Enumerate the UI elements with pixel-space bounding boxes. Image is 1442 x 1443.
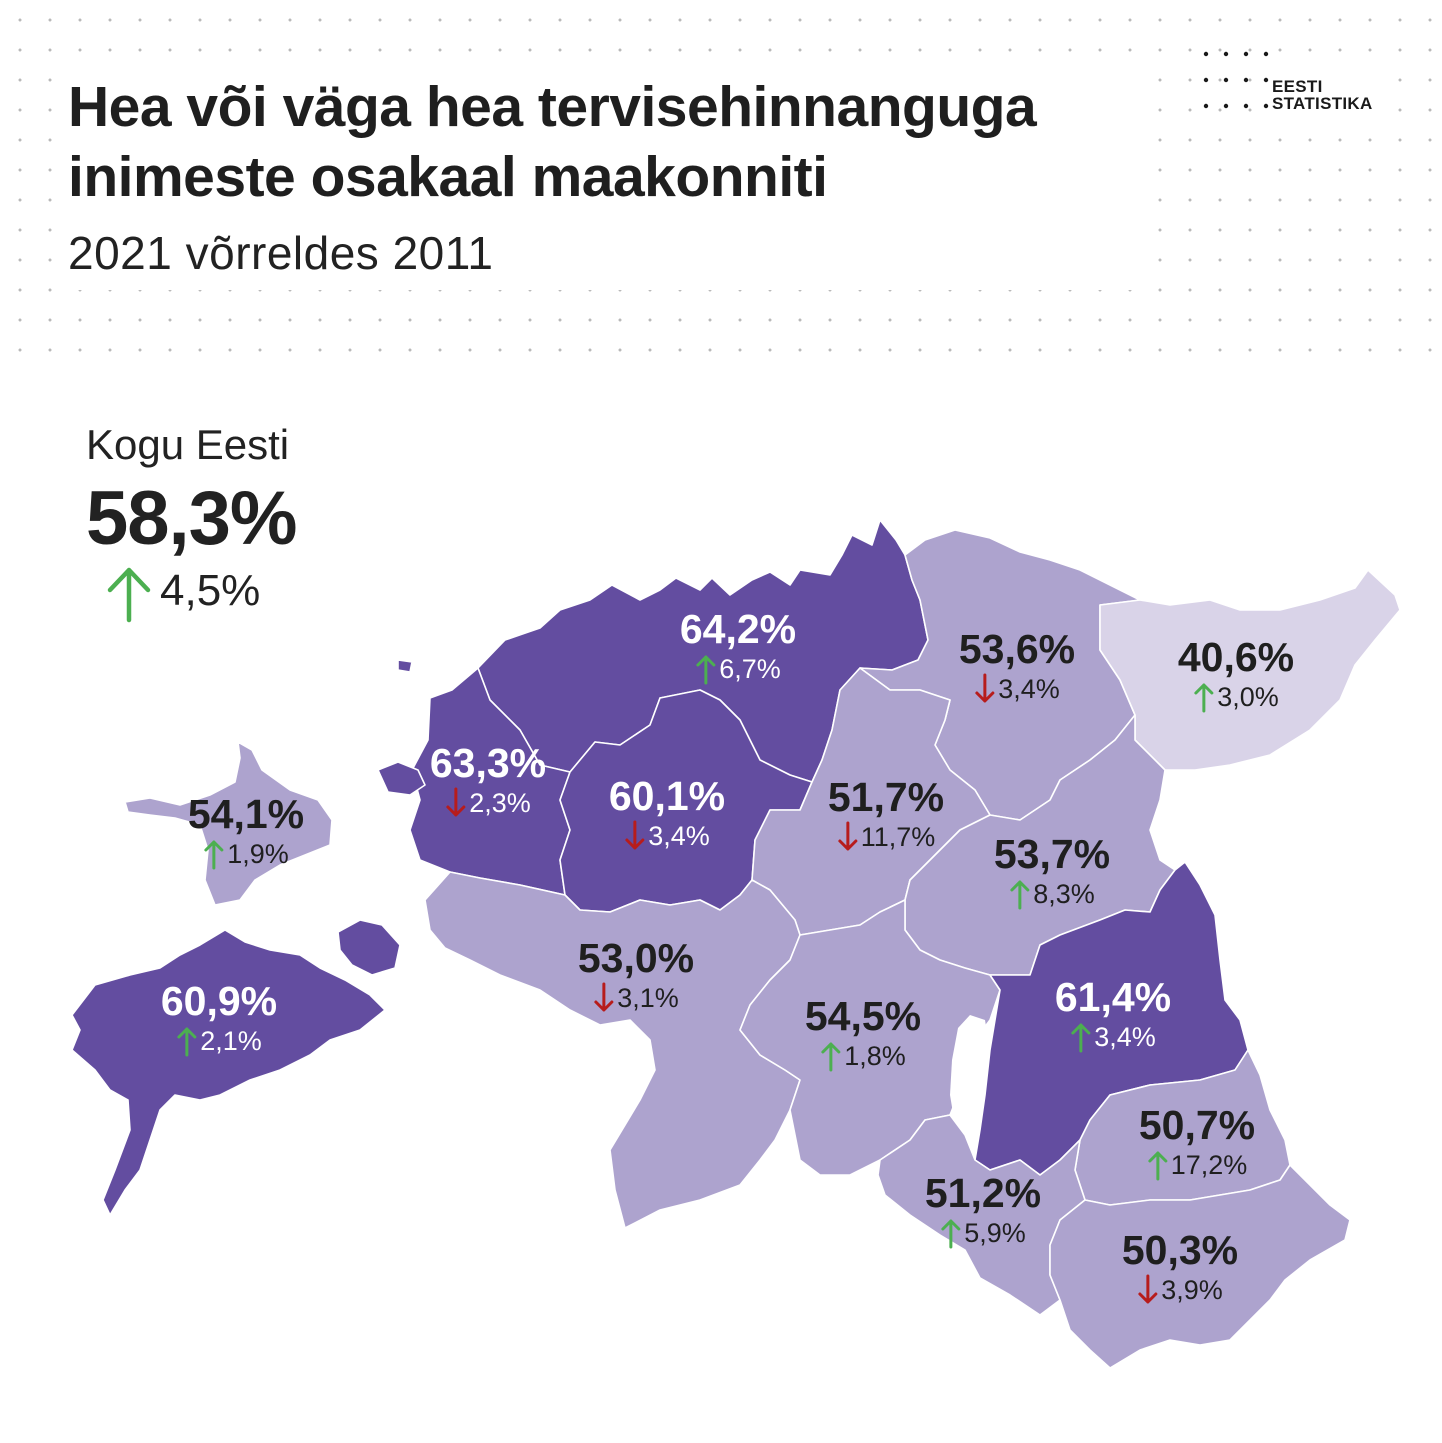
- label-laane-viru: 53,6% 3,4%: [959, 626, 1075, 710]
- value-rapla: 60,1%: [608, 773, 726, 819]
- total-change: 4,5%: [86, 564, 297, 624]
- arrow-down-icon: [838, 821, 858, 851]
- county-parnu[interactable]: [424, 871, 801, 1229]
- label-valga: 51,2% 5,9%: [925, 1170, 1041, 1254]
- arrow-up-icon: [941, 1219, 961, 1249]
- change-saare: 2,1%: [200, 1026, 262, 1056]
- label-polva: 50,7% 17,2%: [1139, 1102, 1255, 1186]
- value-ida-viru: 40,6%: [1177, 634, 1295, 680]
- label-jarva: 51,7% 11,7%: [828, 774, 944, 858]
- change-parnu: 3,1%: [617, 983, 679, 1013]
- label-saare: 60,9% 2,1%: [161, 978, 277, 1062]
- arrow-up-icon: [1071, 1023, 1091, 1053]
- value-tartu: 61,4%: [1054, 974, 1172, 1020]
- county-hiiu[interactable]: [124, 741, 333, 906]
- arrow-up-icon: [107, 567, 151, 623]
- value-polva: 50,7%: [1138, 1102, 1256, 1148]
- label-hiiu: 54,1% 1,9%: [188, 791, 304, 875]
- logo-dots-icon: [1203, 51, 1269, 109]
- county-laane-island-vormsi[interactable]: [377, 761, 426, 796]
- arrow-up-icon: [821, 1042, 841, 1072]
- change-jarva: 11,7%: [860, 822, 936, 852]
- change-rapla: 3,4%: [648, 821, 710, 851]
- brand-logo: EESTI STATISTIKA: [1272, 78, 1373, 112]
- value-hiiu: 54,1%: [187, 791, 305, 837]
- county-saare-island-muhu[interactable]: [337, 919, 401, 976]
- arrow-down-icon: [1138, 1274, 1158, 1304]
- county-saare[interactable]: [71, 929, 386, 1216]
- value-parnu: 53,0%: [577, 935, 695, 981]
- value-laane-viru: 53,6%: [958, 626, 1076, 672]
- change-voru: 3,9%: [1161, 1275, 1223, 1305]
- logo-line-2: STATISTIKA: [1272, 94, 1373, 113]
- value-voru: 50,3%: [1121, 1227, 1239, 1273]
- arrow-up-icon: [177, 1027, 197, 1057]
- change-harju: 6,7%: [719, 654, 781, 684]
- change-hiiu: 1,9%: [227, 839, 289, 869]
- change-polva: 17,2%: [1170, 1150, 1248, 1180]
- value-jogeva: 53,7%: [993, 831, 1111, 877]
- total-value: 58,3%: [86, 476, 297, 561]
- change-valga: 5,9%: [964, 1218, 1026, 1248]
- label-jogeva: 53,7% 8,3%: [994, 831, 1110, 915]
- label-parnu: 53,0% 3,1%: [578, 935, 694, 1019]
- change-laane-viru: 3,4%: [998, 674, 1060, 704]
- label-rapla: 60,1% 3,4%: [609, 773, 725, 857]
- lake-vortsjarv: [950, 1015, 990, 1135]
- logo-line-1: EESTI: [1272, 77, 1323, 96]
- change-laane: 2,3%: [469, 788, 531, 818]
- county-voru[interactable]: [1049, 1164, 1351, 1369]
- arrow-up-icon: [204, 840, 224, 870]
- label-voru: 50,3% 3,9%: [1122, 1227, 1238, 1311]
- arrow-up-icon: [1194, 683, 1214, 713]
- arrow-down-icon: [594, 982, 614, 1012]
- arrow-up-icon: [1148, 1151, 1168, 1181]
- page-title: Hea või väga hea tervisehinnanguga inime…: [68, 75, 1037, 209]
- label-viljandi: 54,5% 1,8%: [805, 993, 921, 1077]
- value-harju: 64,2%: [679, 606, 797, 652]
- label-harju: 64,2% 6,7%: [680, 606, 796, 690]
- value-jarva: 51,7%: [827, 774, 945, 820]
- value-saare: 60,9%: [160, 978, 278, 1024]
- arrow-up-icon: [696, 655, 716, 685]
- label-ida-viru: 40,6% 3,0%: [1178, 634, 1294, 718]
- arrow-up-icon: [1010, 880, 1030, 910]
- arrow-down-icon: [975, 673, 995, 703]
- total-estonia: Kogu Eesti 58,3% 4,5%: [86, 420, 297, 624]
- page-subtitle: 2021 võrreldes 2011: [68, 227, 494, 279]
- change-jogeva: 8,3%: [1033, 879, 1095, 909]
- change-ida-viru: 3,0%: [1217, 682, 1279, 712]
- total-change-value: 4,5%: [160, 566, 261, 615]
- label-tartu: 61,4% 3,4%: [1055, 974, 1171, 1058]
- arrow-down-icon: [625, 820, 645, 850]
- change-tartu: 3,4%: [1094, 1022, 1156, 1052]
- label-laane: 63,3% 2,3%: [430, 740, 546, 824]
- total-label: Kogu Eesti: [86, 421, 290, 468]
- value-laane: 63,3%: [429, 740, 547, 786]
- county-harju-island[interactable]: [397, 659, 413, 673]
- value-valga: 51,2%: [924, 1170, 1042, 1216]
- arrow-down-icon: [446, 787, 466, 817]
- value-viljandi: 54,5%: [804, 993, 922, 1039]
- change-viljandi: 1,8%: [844, 1041, 906, 1071]
